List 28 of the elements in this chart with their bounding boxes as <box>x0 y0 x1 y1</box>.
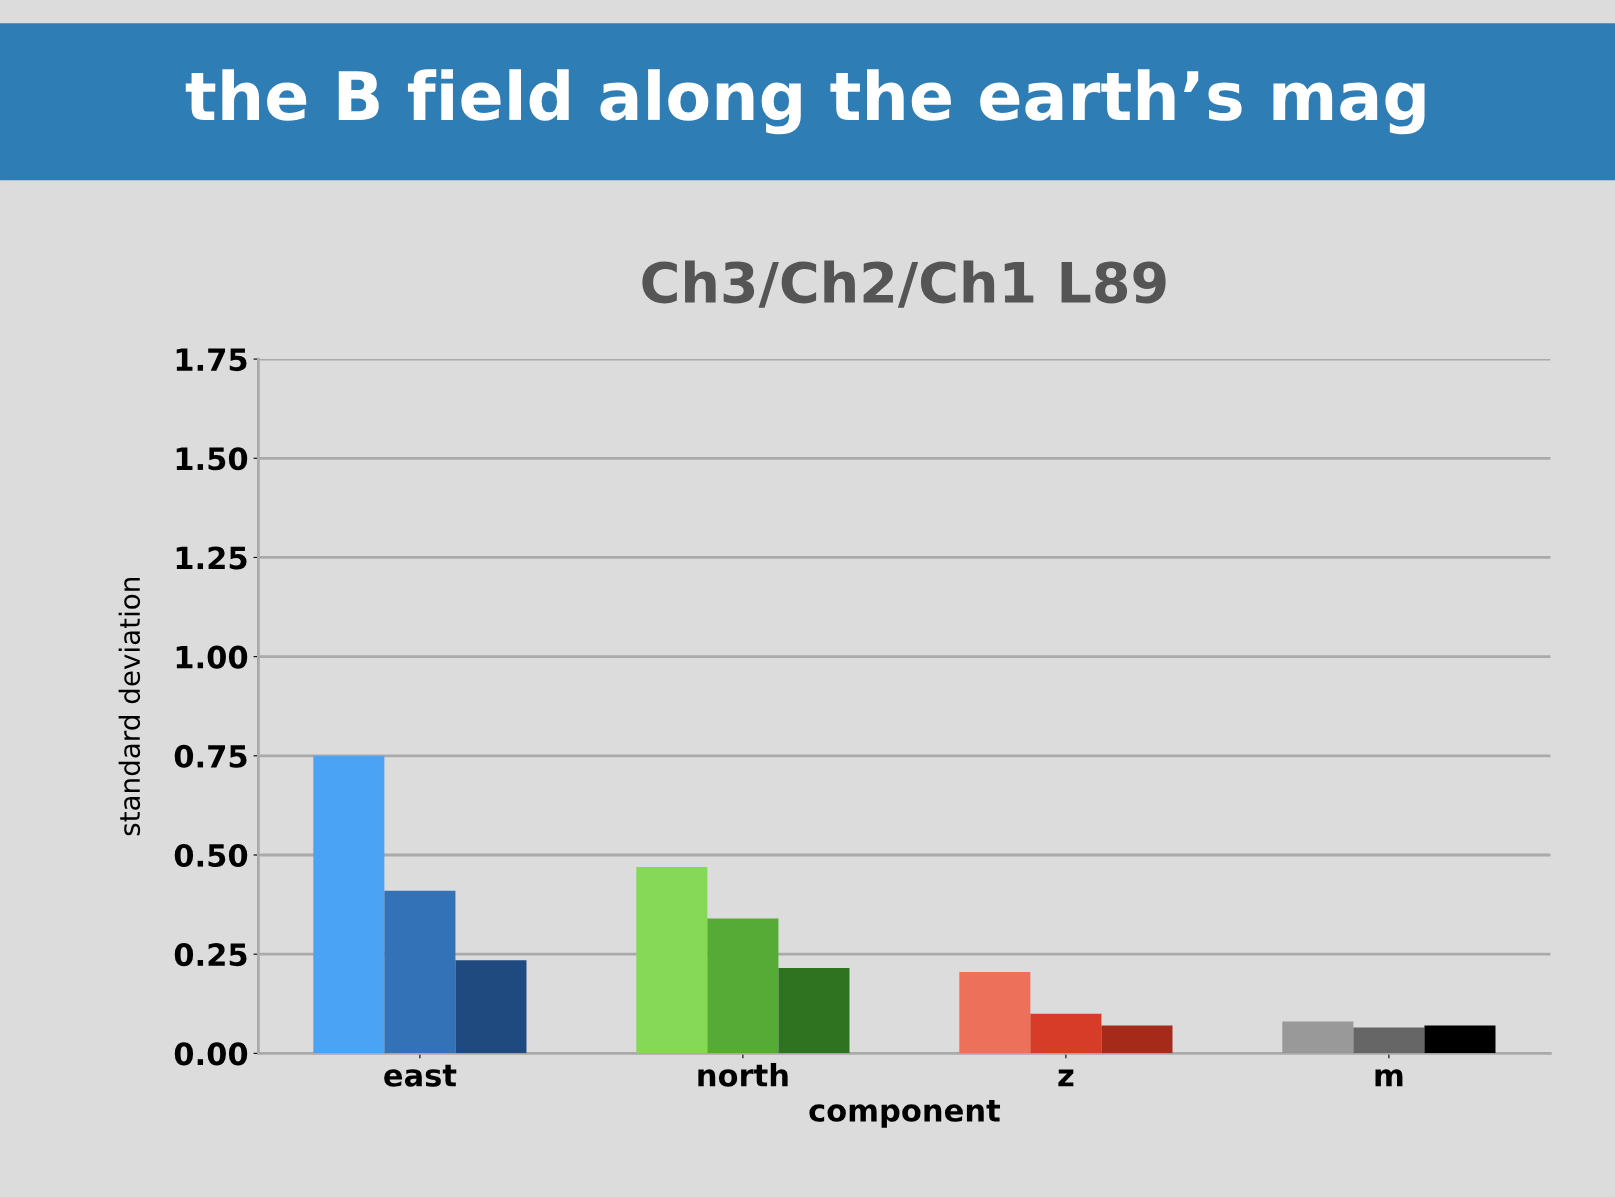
bar <box>455 960 527 1054</box>
bar <box>1101 1025 1173 1054</box>
chart-title: Ch3/Ch2/Ch1 L89 <box>642 260 1166 308</box>
bar <box>778 968 850 1054</box>
y-tick-label: 1.00 <box>176 645 248 669</box>
text: the B field along the earth’s mag <box>185 69 1425 135</box>
y-tick-label: 0.75 <box>174 744 247 768</box>
y-tick-label: 0.50 <box>174 843 248 868</box>
bar <box>1353 1027 1425 1054</box>
x-axis-title: component <box>809 1099 1001 1128</box>
y-tick-label: 0.25 <box>174 943 247 967</box>
x-tick-label: z <box>1058 1069 1074 1087</box>
y-axis-title: standard deviation <box>118 578 141 836</box>
bar <box>636 866 708 1054</box>
y-tick-label: 1.50 <box>176 447 248 471</box>
y-tick-label: 1.75 <box>176 348 247 372</box>
y-tick-label: 1.25 <box>176 546 247 570</box>
y-tick-label: 0.00 <box>174 1042 248 1066</box>
x-tick-label: east <box>384 1064 457 1087</box>
bar <box>1424 1025 1496 1054</box>
bar <box>959 972 1031 1054</box>
bar <box>313 755 385 1054</box>
x-tick-label: m <box>1375 1069 1403 1087</box>
bar <box>1030 1013 1102 1054</box>
bar <box>1282 1021 1354 1054</box>
bar <box>707 918 779 1054</box>
bar <box>384 890 456 1054</box>
x-tick-label: north <box>698 1063 788 1087</box>
